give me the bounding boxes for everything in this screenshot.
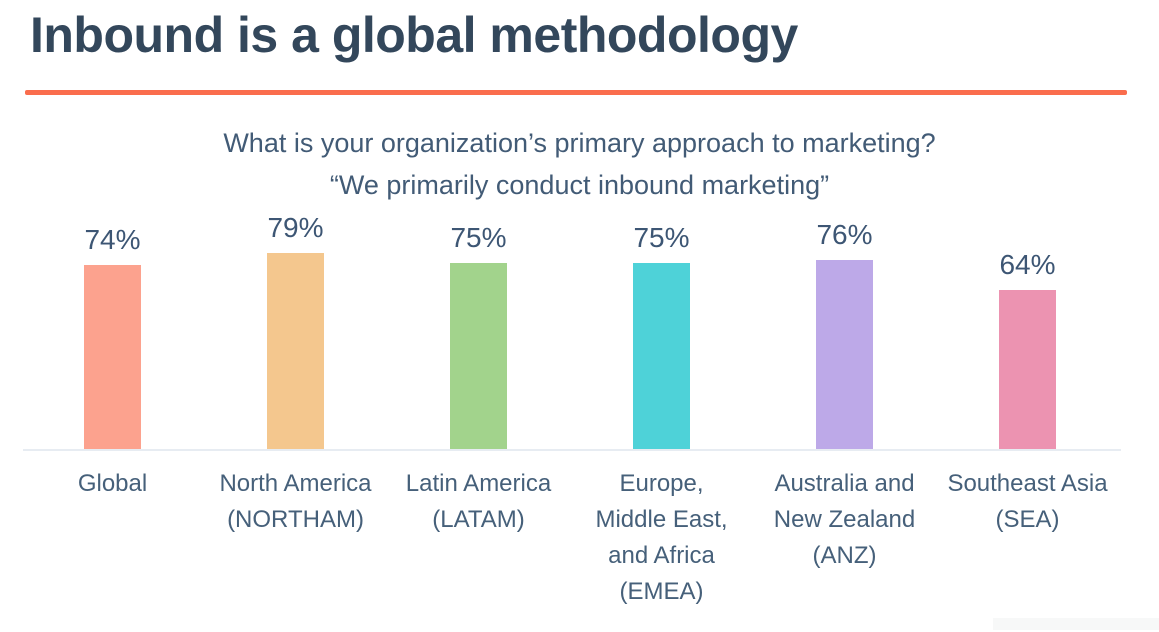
bar bbox=[999, 290, 1056, 450]
bar-group: 64% bbox=[936, 200, 1119, 450]
bar-chart-plot: 74% 79% 75% 75% 76% 64% bbox=[21, 200, 1119, 450]
chart-question-quote: “We primarily conduct inbound marketing” bbox=[329, 170, 830, 200]
bar-group: 75% bbox=[387, 200, 570, 450]
bar-value-label: 64% bbox=[999, 249, 1056, 280]
bar-value-label: 74% bbox=[84, 224, 141, 255]
category-label: Europe, Middle East, and Africa (EMEA) bbox=[595, 470, 728, 605]
bar bbox=[84, 265, 141, 450]
page-title: Inbound is a global methodology bbox=[30, 7, 798, 63]
bar bbox=[816, 260, 873, 450]
bar-chart-labels: Global North America (NORTHAM) Latin Ameri… bbox=[21, 466, 1119, 610]
bar-value-label: 79% bbox=[267, 211, 324, 243]
category-label: Australia and New Zealand (ANZ) bbox=[773, 470, 916, 569]
bar-group: 75% bbox=[570, 200, 753, 450]
bar bbox=[633, 262, 690, 450]
bar-value-label: 76% bbox=[816, 219, 873, 250]
chart-question-line: What is your organization’s primary appr… bbox=[223, 128, 936, 158]
category-label: Southeast Asia (SEA) bbox=[947, 470, 1108, 533]
bar-group: 76% bbox=[753, 200, 936, 450]
bar-group: 74% bbox=[21, 200, 204, 450]
cropped-footer-box bbox=[993, 618, 1159, 630]
category-label: Global bbox=[77, 470, 148, 497]
title-divider bbox=[25, 90, 1127, 95]
bar-value-label: 75% bbox=[450, 221, 507, 253]
bar-value-label: 75% bbox=[633, 221, 690, 253]
chart-question: What is your organization’s primary appr… bbox=[0, 122, 1159, 206]
bar bbox=[450, 262, 507, 450]
category-label: North America (NORTHAM) bbox=[219, 470, 372, 533]
bar bbox=[267, 252, 324, 450]
bar-group: 79% bbox=[204, 200, 387, 450]
chart-baseline bbox=[23, 449, 1121, 451]
category-label: Latin America (LATAM) bbox=[405, 470, 552, 533]
